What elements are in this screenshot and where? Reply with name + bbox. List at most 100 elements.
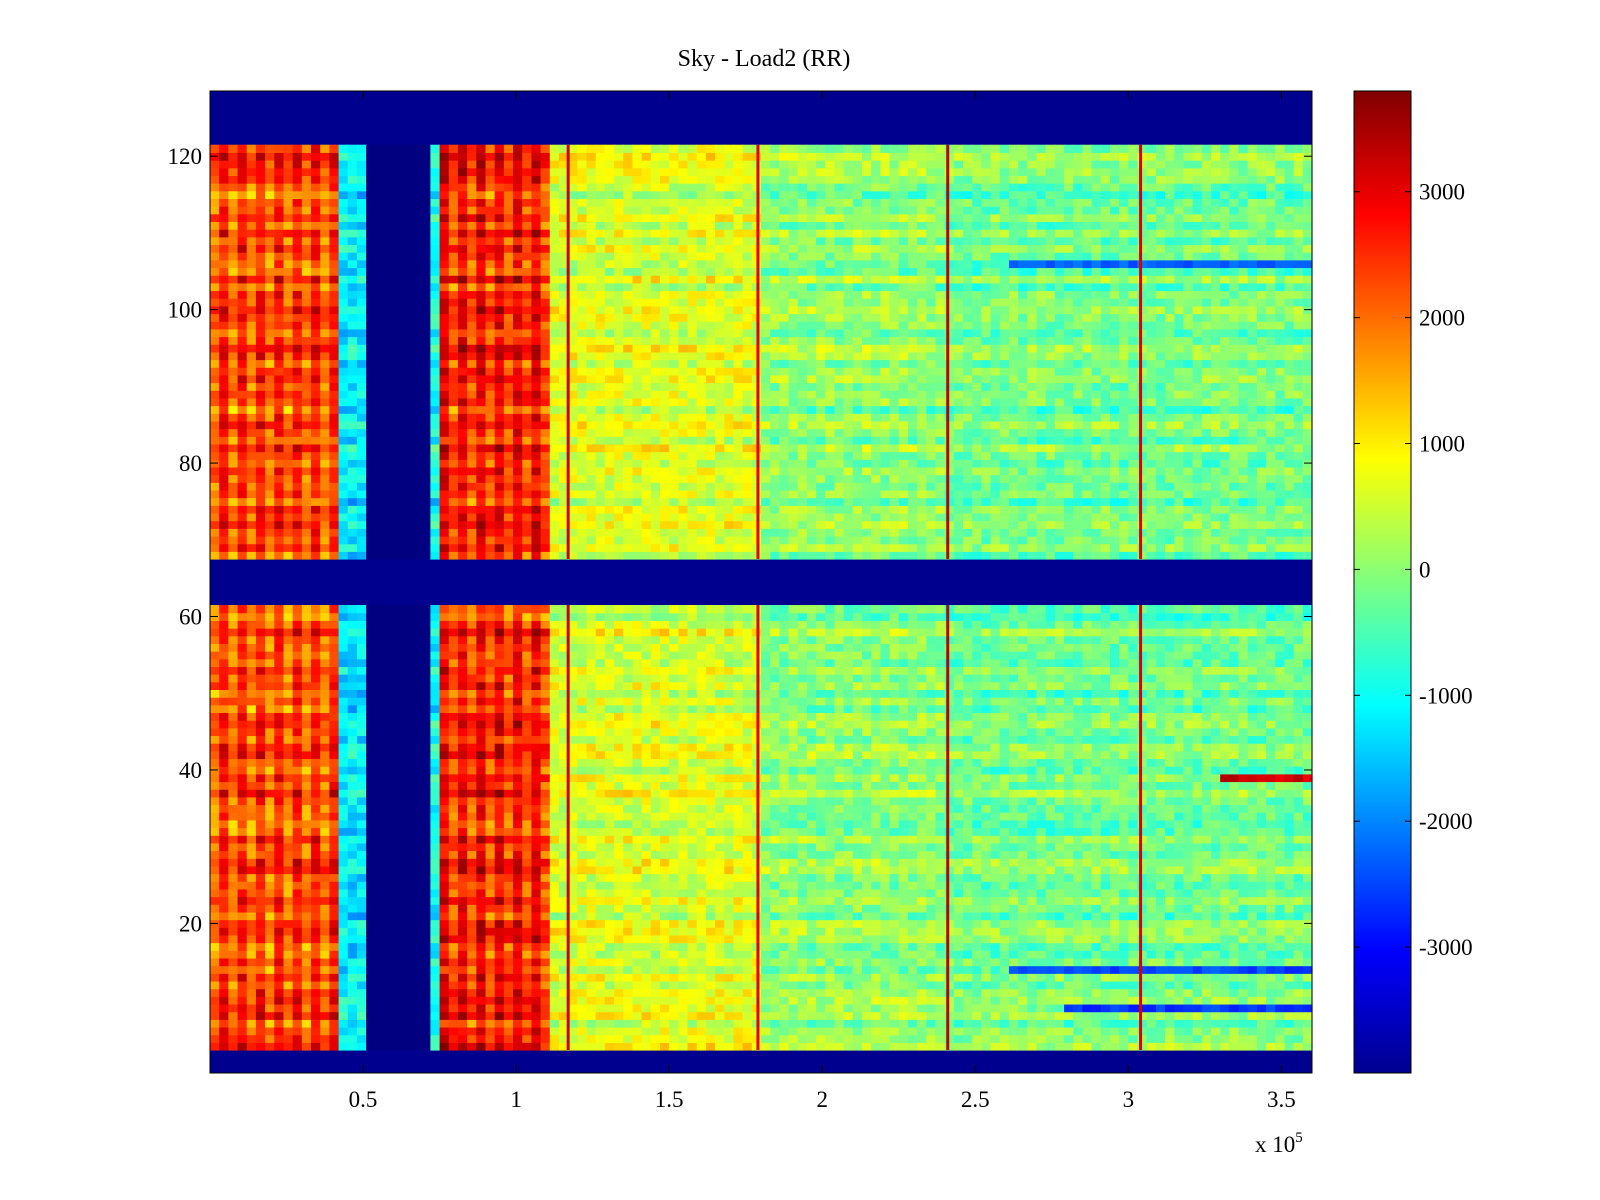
heatmap-cell <box>825 789 836 798</box>
heatmap-cell <box>586 827 597 836</box>
heatmap-cell <box>1054 858 1065 867</box>
heatmap-cell <box>944 919 955 928</box>
heatmap-cell <box>494 789 505 798</box>
heatmap-cell <box>522 904 533 913</box>
heatmap-cell <box>1238 796 1249 806</box>
heatmap-cell <box>1054 865 1065 875</box>
heatmap-cell <box>1137 988 1148 997</box>
heatmap-cell <box>255 804 266 813</box>
heatmap-cell <box>384 858 395 867</box>
heatmap-cell <box>1128 896 1139 905</box>
heatmap-cell <box>595 896 606 905</box>
heatmap-cell <box>604 965 615 974</box>
heatmap-cell <box>678 927 689 936</box>
heatmap-cell <box>604 735 615 744</box>
heatmap-cell <box>531 911 542 921</box>
heatmap-cell <box>292 842 303 852</box>
heatmap-cell <box>338 842 349 852</box>
heatmap-cell <box>540 1042 551 1051</box>
heatmap-cell <box>1220 988 1230 997</box>
heatmap-cell <box>1302 881 1313 890</box>
heatmap-cell <box>1256 973 1267 982</box>
heatmap-cell <box>889 942 900 951</box>
heatmap-cell <box>384 957 395 967</box>
heatmap-cell <box>623 858 634 867</box>
heatmap-cell <box>944 988 955 997</box>
heatmap-cell <box>669 881 679 890</box>
heatmap-cell <box>320 827 330 836</box>
heatmap-cell <box>641 927 652 936</box>
heatmap-cell <box>347 727 358 737</box>
heatmap-cell <box>1229 1034 1240 1043</box>
heatmap-cell <box>715 773 725 783</box>
heatmap-cell <box>953 1019 964 1028</box>
heatmap-cell <box>375 850 386 859</box>
heatmap-cell <box>1155 735 1166 744</box>
heatmap-cell <box>255 942 266 951</box>
heatmap-cell <box>944 812 955 821</box>
heatmap-cell <box>246 865 257 875</box>
heatmap-cell <box>788 950 799 959</box>
heatmap-cell <box>1238 965 1249 974</box>
heatmap-cell <box>632 950 643 959</box>
heatmap-cell <box>614 957 624 967</box>
heatmap-cell <box>375 965 386 974</box>
heatmap-cell <box>448 896 459 905</box>
heatmap-cell <box>907 919 918 928</box>
heatmap-cell <box>219 973 229 982</box>
heatmap-cell <box>292 804 303 813</box>
heatmap-cell <box>614 965 624 974</box>
heatmap-cell <box>1266 842 1276 852</box>
heatmap-cell <box>907 996 918 1005</box>
heatmap-cell <box>283 735 294 744</box>
heatmap-cell <box>568 781 578 790</box>
heatmap-cell <box>1045 942 1056 951</box>
heatmap-cell <box>467 1019 477 1028</box>
heatmap-cell <box>311 881 321 890</box>
heatmap-cell <box>788 781 799 790</box>
heatmap-cell <box>696 957 707 967</box>
heatmap-cell <box>219 1011 229 1020</box>
heatmap-cell <box>1027 1019 1038 1028</box>
heatmap-cell <box>1284 1042 1295 1051</box>
heatmap-cell <box>402 750 413 760</box>
heatmap-cell <box>1192 819 1203 829</box>
heatmap-cell <box>705 934 716 944</box>
heatmap-cell <box>669 1034 679 1043</box>
heatmap-cell <box>1137 796 1148 806</box>
heatmap-cell <box>595 850 606 859</box>
heatmap-cell <box>347 850 358 859</box>
heatmap-cell <box>935 743 946 752</box>
heatmap-cell <box>255 773 266 783</box>
heatmap-cell <box>907 758 918 767</box>
heatmap-cell <box>825 850 836 859</box>
heatmap-cell <box>347 1003 358 1013</box>
heatmap-cell <box>761 735 771 744</box>
heatmap-cell <box>733 804 744 813</box>
heatmap-cell <box>1064 1011 1074 1020</box>
heatmap-cell <box>375 950 386 959</box>
heatmap-cell <box>1174 980 1185 990</box>
heatmap-cell <box>448 773 459 783</box>
heatmap-cell <box>1165 973 1175 982</box>
heatmap-cell <box>402 973 413 982</box>
heatmap-cell <box>237 865 248 875</box>
heatmap-cell <box>375 996 386 1005</box>
heatmap-cell <box>485 865 496 875</box>
heatmap-cell <box>356 942 367 951</box>
heatmap-cell <box>843 1026 854 1036</box>
heatmap-cell <box>513 735 523 744</box>
heatmap-cell <box>503 934 514 944</box>
heatmap-cell <box>356 858 367 867</box>
heatmap-cell <box>1220 873 1230 882</box>
heatmap-cell <box>1302 873 1313 882</box>
heatmap-cell <box>623 950 634 959</box>
heatmap-cell <box>393 1003 404 1013</box>
heatmap-cell <box>402 796 413 806</box>
heatmap-cell <box>476 942 487 951</box>
heatmap-cell <box>779 1026 790 1036</box>
heatmap-cell <box>614 927 624 936</box>
heatmap-cell <box>265 881 275 890</box>
heatmap-cell <box>1100 1034 1111 1043</box>
heatmap-cell <box>880 950 891 959</box>
